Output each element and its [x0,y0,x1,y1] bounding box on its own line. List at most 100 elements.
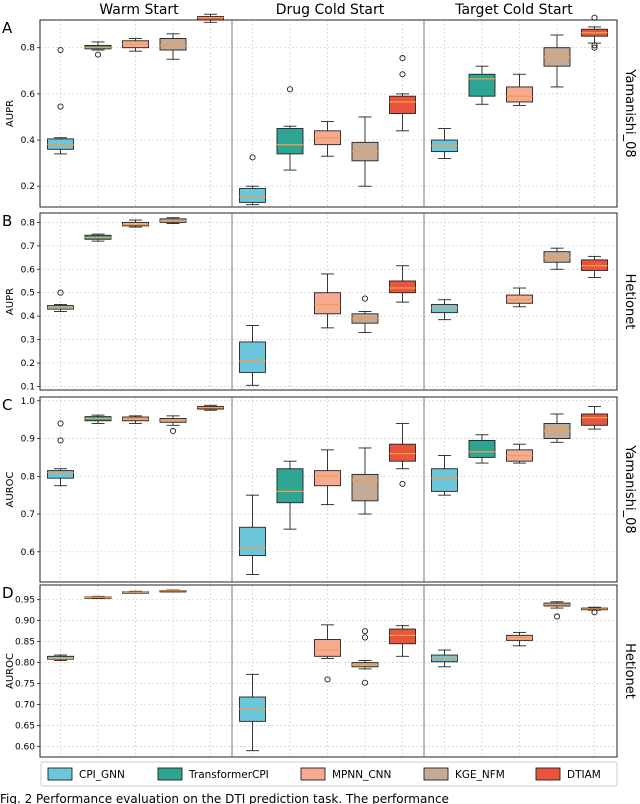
y-axis-label: AUROC [5,653,16,689]
box-kge-nfm [543,413,571,443]
box-cpi-gnn [239,673,266,752]
box-iqr [314,639,341,657]
legend-swatch [300,767,326,781]
box-iqr [389,280,416,294]
legend-label: MPNN_CNN [332,769,391,781]
panel-frame [39,584,618,758]
box-kge-nfm [159,217,187,224]
y-tick-label: 0.75 [15,680,35,690]
outlier-point [591,44,598,51]
box-mpnn-cnn [314,121,341,157]
box-transformercpi [276,460,304,530]
box-cpi-gnn [47,654,74,661]
outlier-point [361,634,369,641]
y-tick-label: 0.90 [15,617,35,627]
outlier-point [57,103,64,110]
box-mpnn-cnn [122,590,149,594]
box-dtiam [197,404,224,411]
y-tick-label: 0.9 [21,435,36,445]
box-iqr [389,628,416,645]
dataset-label: Yamanishi_08 [622,444,637,533]
y-tick-label: 1.0 [21,397,36,407]
box-cpi-gnn [431,649,458,668]
box-kge-nfm [351,447,379,515]
box-transformercpi [84,414,112,424]
legend-item-dtiam: DTIAM [535,767,601,781]
box-dtiam [581,405,608,430]
legend-item-cpi-gnn: CPI_GNN [47,767,125,781]
outlier-point [57,437,64,444]
box-transformercpi [84,233,112,242]
box-iqr [314,470,341,487]
legend-item-mpnn-cnn: MPNN_CNN [300,767,391,781]
dataset-label: Hetionet [622,274,637,330]
outlier-point [361,628,369,635]
box-dtiam [581,14,608,51]
outlier-point [57,46,64,54]
box-kge-nfm [159,415,187,435]
legend: CPI_GNN TransformerCPI MPNN_CNN KGE_NFM DTIA… [40,761,618,787]
box-iqr [239,341,266,373]
box-iqr [468,73,496,97]
box-transformercpi [276,86,304,171]
box-dtiam [581,255,608,278]
y-tick-label: 0.5 [21,289,35,299]
panel-c: 0.6 0.7 0.8 0.9 1.0 C AUROC Yamanishi_08 [2,396,637,583]
box-kge-nfm [159,33,187,60]
legend-frame [40,761,618,787]
legend-label: CPI_GNN [79,769,125,781]
dataset-label: Hetionet [622,643,637,699]
column-titles: Warm Start Drug Cold Start Target Cold S… [99,2,573,18]
box-mpnn-cnn [506,443,533,464]
legend-label: KGE_NFM [455,769,505,781]
box-transformercpi [84,41,112,58]
box-iqr [506,86,533,103]
outlier-point [57,420,64,427]
box-cpi-gnn [47,46,74,155]
column-title-target-cold-start: Target Cold Start [454,2,573,18]
box-mpnn-cnn [506,287,533,308]
column-title-drug-cold-start: Drug Cold Start [276,2,385,18]
box-dtiam [197,13,224,23]
legend-swatch [423,767,449,781]
outlier-point [361,679,369,686]
y-tick-label: 0.2 [21,182,35,192]
box-cpi-gnn [239,494,266,575]
panel-frame [39,396,618,583]
box-transformercpi [84,595,112,599]
panel-label: C [2,396,12,414]
y-tick-label: 0.6 [21,90,36,100]
y-tick-label: 0.85 [15,638,35,648]
y-tick-label: 0.8 [21,218,36,228]
panel-d: 0.60 0.65 0.70 0.75 0.80 0.85 0.90 0.95D AUROC He… [2,584,637,758]
box-mpnn-cnn [122,415,149,424]
outlier-point [399,55,406,62]
box-mpnn-cnn [122,38,149,52]
box-iqr [314,292,341,315]
box-dtiam [389,625,416,657]
box-iqr [239,526,266,557]
box-cpi-gnn [239,325,266,386]
panel-a: 0.2 0.4 0.6 0.8 A AUPR Yamanishi_08 [2,13,637,208]
y-tick-label: 0.3 [21,336,35,346]
y-tick-label: 0.4 [21,136,36,146]
panel-b: 0.1 0.2 0.3 0.4 0.5 0.6 0.7 0.8 B AUPR Hetionet [2,212,637,392]
y-tick-label: 0.8 [21,472,36,482]
outlier-point [169,427,177,435]
legend-label: DTIAM [567,769,601,781]
legend-swatch [535,767,561,781]
outlier-point [553,613,561,620]
y-tick-label: 0.7 [21,510,35,520]
box-iqr [389,95,416,114]
y-tick-label: 0.80 [15,659,35,669]
y-tick-label: 0.4 [21,312,36,322]
box-iqr [468,439,496,458]
box-cpi-gnn [431,299,458,321]
y-tick-label: 0.1 [21,382,35,392]
box-iqr [581,413,608,426]
y-tick-label: 0.7 [21,242,35,252]
box-cpi-gnn [431,128,458,159]
y-tick-label: 0.2 [21,359,35,369]
box-mpnn-cnn [122,219,149,228]
box-mpnn-cnn [506,73,533,106]
